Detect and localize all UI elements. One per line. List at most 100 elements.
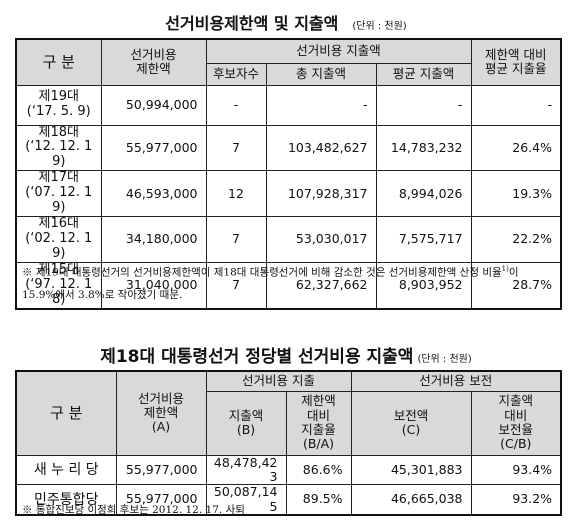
cell-line: 선거비용 (130, 46, 177, 62)
note-text: ※ 제19대 대통령선거의 선거비용제한액이 제18대 대통령선거에 비해 감소… (22, 266, 502, 279)
header-cell: 제한액 대비 지출율 (B/A) (285, 390, 352, 456)
header-cell: 보전액 (C) (350, 390, 472, 456)
cell-line: 평균 지출율 (485, 61, 547, 77)
header-cell: 선거비용 지출액 (205, 38, 472, 64)
cell: - (205, 84, 267, 126)
note: ※ 제19대 대통령선거의 선거비용제한액이 제18대 대통령선거에 비해 감소… (22, 258, 552, 306)
cell-line: (‘97. 12. 18) (25, 276, 93, 307)
expense-table: 구 분 선거비용 제한액 선거비용 지출액 제한액 대비 평균 지출율 후보자수 총… (15, 38, 562, 310)
cell-line: 보전액 (393, 407, 429, 423)
cell-line: (B/A) (302, 436, 335, 452)
row: 제16대 (‘02. 12. 19) 34,180,000 7 53,030,017 7,… (15, 216, 562, 263)
row-label: 제16대 (‘02. 12. 19) (15, 216, 102, 263)
cell-line: 지출율 (301, 422, 336, 437)
cell-line: 제16대 (38, 216, 79, 232)
cell: 89.5% (285, 484, 352, 516)
title: 선거비용제한액 및 지출액 (165, 14, 339, 33)
unit: (단위 : 천원) (352, 21, 407, 32)
note: ※ 통합진보당 이정희 후보는 2012. 12. 17. 사퇴 (22, 499, 552, 521)
title: 제18대 대통령선거 정당별 선거비용 지출액 (100, 347, 414, 367)
cell: - (470, 84, 562, 126)
cell: 19.3% (470, 170, 562, 218)
row-label: 새 누 리 당 (15, 454, 117, 486)
row: 새 누 리 당 55,977,000 48,478,423 86.6% 45,301,8… (15, 454, 562, 486)
row: 제15대 (‘97. 12. 18) 31,040,000 7 62,327,662 8,… (15, 261, 562, 310)
cell: 53,030,017 (265, 216, 377, 263)
footnote-mark: 1) (501, 265, 509, 273)
note-text: ※ 통합진보당 이정희 후보는 2012. 12. 17. 사퇴 (22, 504, 245, 516)
cell-line: (‘07. 12. 19) (25, 185, 93, 216)
cell-line: (‘02. 12. 19) (25, 231, 93, 261)
cell: 62,327,662 (265, 261, 377, 310)
cell: 7 (205, 124, 267, 172)
cell-line: (C) (401, 422, 421, 437)
cell-line: 제18대 (38, 124, 79, 140)
cell-line: 지출액 (498, 393, 534, 409)
cell: 55,977,000 (100, 124, 207, 172)
row-label: 제18대 (‘12. 12. 19) (15, 124, 102, 172)
cell: 34,180,000 (100, 216, 207, 263)
cell-line: 보전율 (498, 422, 534, 437)
cell: 46,593,000 (100, 170, 207, 218)
cell: 26.4% (470, 124, 562, 172)
party-table: 구 분 선거비용 제한액 (A) 선거비용 지출 선거비용 보전 지출액 (B) 제한… (15, 370, 563, 516)
cell: 45,301,883 (350, 454, 472, 486)
cell: 48,478,423 (205, 454, 287, 486)
header-cell: 구 분 (15, 38, 102, 86)
header-cell: 선거비용 제한액 (A) (115, 370, 207, 456)
cell: 28.7% (470, 261, 562, 310)
cell-line: 제한액 대비 (485, 46, 547, 62)
cell-line: 선거비용 (137, 390, 184, 406)
cell: 103,482,627 (265, 124, 377, 172)
unit: (단위 : 천원) (417, 354, 472, 365)
cell-line: 지출액 (228, 407, 264, 423)
cell: 55,977,000 (115, 454, 207, 486)
row-label: 제17대 (‘07. 12. 19) (15, 170, 102, 218)
cell-line: 대비 (504, 407, 528, 423)
header-cell: 후보자수 (205, 62, 267, 86)
cell: 46,665,038 (350, 484, 472, 516)
cell: 8,994,026 (375, 170, 472, 218)
header-cell: 지출액 (B) (205, 390, 287, 456)
cell-line: 제19대 (38, 89, 79, 105)
header-cell: 제한액 대비 평균 지출율 (470, 38, 562, 86)
header-cell: 선거비용 제한액 (100, 38, 207, 86)
row-label: 제19대 (‘17. 5. 9) (15, 84, 102, 126)
table2-heading: 제18대 대통령선거 정당별 선거비용 지출액 (단위 : 천원) (0, 342, 572, 367)
cell: - (265, 84, 377, 126)
cell-line: 제한액 (136, 61, 171, 77)
row: 제17대 (‘07. 12. 19) 46,593,000 12 107,928,317… (15, 170, 562, 218)
cell: 8,903,952 (375, 261, 472, 310)
cell: 22.2% (470, 216, 562, 263)
header-cell: 선거비용 보전 (350, 370, 562, 392)
cell-line: 제15대 (38, 261, 79, 277)
cell-line: 제한액 (301, 393, 336, 409)
cell: 50,994,000 (100, 84, 207, 126)
cell: 12 (205, 170, 267, 218)
header-cell: 선거비용 지출 (205, 370, 352, 392)
header-cell: 평균 지출액 (375, 62, 472, 86)
cell: 7,575,717 (375, 216, 472, 263)
cell-line: 제한액 (143, 405, 179, 421)
cell-line: (A) (151, 419, 171, 435)
cell: 107,928,317 (265, 170, 377, 218)
cell: - (375, 84, 472, 126)
cell: 86.6% (285, 454, 352, 486)
cell-line: (B) (236, 422, 256, 437)
table1-heading: 선거비용제한액 및 지출액 (단위 : 천원) (0, 10, 572, 34)
cell: 14,783,232 (375, 124, 472, 172)
note-text: 이 15.9%에서 3.8%로 작아졌기 때문. (22, 266, 519, 301)
cell: 31,040,000 (100, 261, 207, 310)
cell-line: (‘12. 12. 19) (25, 139, 93, 170)
cell-line: 대비 (307, 407, 331, 423)
cell: 93.4% (470, 454, 562, 486)
row: 제18대 (‘12. 12. 19) 55,977,000 7 103,482,627 1… (15, 124, 562, 172)
row: 제19대 (‘17. 5. 9) 50,994,000- - - - (15, 84, 562, 126)
cell: 7 (205, 216, 267, 263)
cell-line: (‘17. 5. 9) (26, 104, 91, 119)
header-cell: 총 지출액 (265, 62, 377, 86)
cell: 93.2% (470, 484, 562, 516)
header-cell: 지출액 대비 보전율 (C/B) (470, 390, 562, 456)
cell-line: (C/B) (500, 436, 532, 452)
